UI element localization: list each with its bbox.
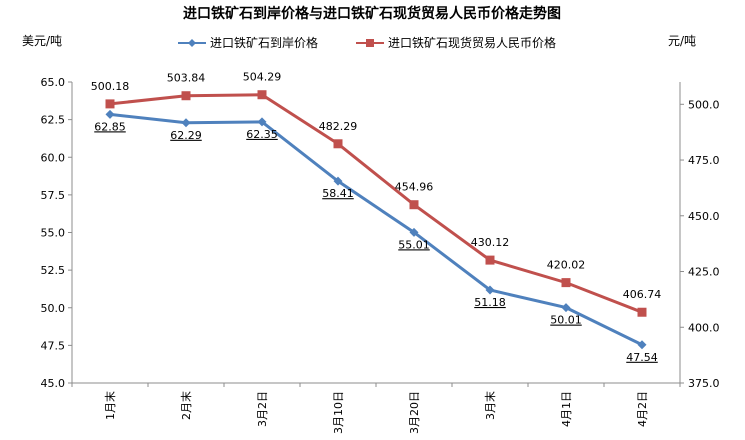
x-category-label: 4月1日 <box>560 391 573 427</box>
series-1-data-label: 58.41 <box>322 187 354 200</box>
right-tick-label: 400.0 <box>688 321 720 334</box>
axes: 45.0 47.5 50.0 52.5 55.0 57.5 60.0 62.5 65.0 375.… <box>41 76 720 434</box>
series-1-point <box>181 118 191 128</box>
legend-marker-series-2 <box>366 39 374 47</box>
left-tick-label: 57.5 <box>41 189 66 202</box>
series-2-data-label: 500.18 <box>91 80 130 93</box>
x-category-label: 4月2日 <box>636 391 649 427</box>
x-category-label: 3月10日 <box>332 391 345 434</box>
right-tick-label: 450.0 <box>688 210 720 223</box>
x-category-label: 3月2日 <box>256 391 269 427</box>
series-1-point <box>105 109 115 119</box>
series-1-point <box>257 117 267 127</box>
series-2-data-label: 430.12 <box>471 236 510 249</box>
x-category-label: 3月末 <box>483 391 497 420</box>
right-tick-label: 375.0 <box>688 377 720 390</box>
series-1-data-label: 47.54 <box>626 351 658 364</box>
right-tick-label: 500.0 <box>688 98 720 111</box>
left-tick-label: 45.0 <box>41 377 66 390</box>
series-2-point <box>485 255 495 265</box>
series-1-data-label: 62.35 <box>246 128 278 141</box>
series-2-point <box>637 307 647 317</box>
series-1-point <box>637 340 647 350</box>
left-tick-label: 65.0 <box>41 76 66 89</box>
series-2-data-label: 406.74 <box>623 288 662 301</box>
x-category-label: 1月末 <box>103 391 117 420</box>
series-2-data-label: 482.29 <box>319 120 358 133</box>
right-tick-label: 425.0 <box>688 266 720 279</box>
series-2-point <box>561 278 571 288</box>
series-1-data-label: 62.85 <box>94 120 126 133</box>
series-1-data-label: 50.01 <box>550 314 582 327</box>
left-tick-label: 60.0 <box>41 151 66 164</box>
series-1-data-label: 55.01 <box>398 238 430 251</box>
series-1-point <box>561 303 571 313</box>
series-1-data-label: 51.18 <box>474 296 506 309</box>
left-tick-label: 47.5 <box>41 339 66 352</box>
left-tick-label: 55.0 <box>41 227 66 240</box>
legend-label-series-1: 进口铁矿石到岸价格 <box>210 35 318 50</box>
plot-area: 62.85 62.29 62.35 58.41 55.01 51.18 50.01 47.54… <box>91 71 662 364</box>
series-1-data-label: 62.29 <box>170 129 202 142</box>
legend-label-series-2: 进口铁矿石现货贸易人民币价格 <box>388 35 556 50</box>
series-2-data-label: 503.84 <box>167 72 206 85</box>
series-2-point <box>105 99 115 109</box>
series-2-data-label: 504.29 <box>243 71 282 84</box>
left-tick-label: 62.5 <box>41 114 66 127</box>
series-2-line <box>109 93 643 314</box>
series-2-point <box>409 200 419 210</box>
x-category-label: 2月末 <box>179 391 193 420</box>
series-1-point <box>409 227 419 237</box>
series-1-line <box>109 112 643 347</box>
left-axis-unit: 美元/吨 <box>22 34 62 48</box>
series-2-point <box>181 91 191 101</box>
series-1-point <box>485 285 495 295</box>
series-2-point <box>257 90 267 100</box>
series-1-point <box>333 176 343 186</box>
right-axis-unit: 元/吨 <box>668 34 696 48</box>
right-tick-label: 475.0 <box>688 154 720 167</box>
left-tick-label: 50.0 <box>41 302 66 315</box>
series-2-data-label: 420.02 <box>547 259 586 272</box>
series-2-data-label: 454.96 <box>395 181 434 194</box>
x-category-label: 3月20日 <box>408 391 421 434</box>
left-tick-label: 52.5 <box>41 264 66 277</box>
legend-marker-series-1 <box>188 39 196 47</box>
series-2-point <box>333 139 343 149</box>
chart-title: 进口铁矿石到岸价格与进口铁矿石现货贸易人民币价格走势图 <box>183 5 561 22</box>
legend: 进口铁矿石到岸价格 进口铁矿石现货贸易人民币价格 <box>178 35 556 50</box>
